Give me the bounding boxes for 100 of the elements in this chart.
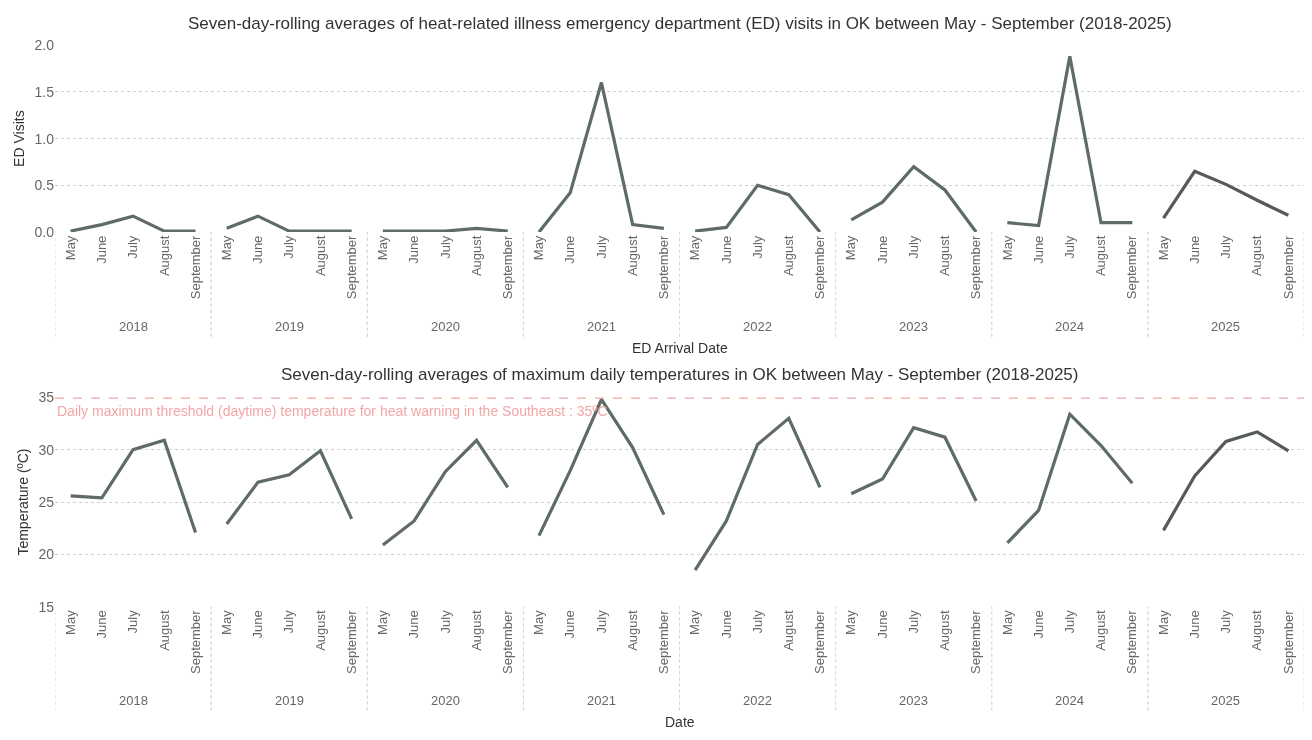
x-tick-label: July bbox=[749, 609, 765, 634]
line-series bbox=[1005, 412, 1134, 545]
x-tick-label: May bbox=[531, 235, 547, 261]
x-tick-label: August bbox=[1093, 235, 1109, 277]
x-tick-label: June bbox=[1186, 610, 1202, 639]
y-axis-title: Temperature (ºC) bbox=[15, 448, 32, 556]
y-tick-label: 0.0 bbox=[34, 223, 55, 240]
line-series bbox=[849, 426, 978, 503]
x-tick-label: September bbox=[812, 234, 828, 300]
line-series bbox=[225, 449, 354, 526]
x-tick-label: May bbox=[999, 235, 1015, 261]
x-tick-label: May bbox=[218, 235, 234, 261]
y-axis-title: ED Visits bbox=[11, 110, 28, 167]
x-tick-label: June bbox=[94, 610, 110, 639]
x-tick-label: June bbox=[406, 610, 422, 639]
x-axis-title: Date bbox=[665, 714, 695, 730]
x-tick-label: May bbox=[375, 235, 391, 261]
y-tick-label: 20 bbox=[38, 546, 55, 563]
x-tick-label: August bbox=[781, 609, 797, 651]
x-tick-label: May bbox=[531, 609, 547, 635]
y-tick-label: 2.0 bbox=[34, 37, 55, 54]
x-tick-label: May bbox=[375, 609, 391, 635]
x-tick-label: August bbox=[624, 235, 640, 277]
text: 2020 bbox=[431, 693, 460, 708]
y-tick-label: 1.5 bbox=[34, 83, 55, 100]
x-tick-label: August bbox=[468, 609, 484, 651]
x-tick-label: September bbox=[343, 609, 359, 674]
x-tick-label: September bbox=[1280, 609, 1296, 674]
x-tick-label: June bbox=[1030, 235, 1046, 264]
x-tick-label: June bbox=[718, 235, 734, 264]
x-tick-label: August bbox=[312, 609, 328, 651]
x-tick-label: September bbox=[1280, 234, 1296, 300]
x-tick-label: June bbox=[94, 235, 110, 264]
x-tick-label: May bbox=[62, 609, 78, 635]
x-tick-label: May bbox=[999, 609, 1015, 635]
x-tick-label: July bbox=[437, 235, 453, 259]
x-tick-label: June bbox=[562, 235, 578, 264]
x-tick-label: June bbox=[250, 235, 266, 264]
x-tick-label: May bbox=[1155, 609, 1171, 635]
x-tick-label: August bbox=[624, 609, 640, 651]
x-tick-label: September bbox=[187, 234, 203, 300]
x-tick-label: June bbox=[874, 610, 890, 639]
x-tick-label: May bbox=[687, 609, 703, 635]
x-tick-label: September bbox=[499, 234, 515, 300]
line-series bbox=[693, 416, 822, 572]
x-tick-label: June bbox=[250, 610, 266, 639]
x-tick-label: August bbox=[1249, 235, 1265, 277]
y-tick-label: 15 bbox=[38, 598, 55, 615]
x-tick-label: July bbox=[437, 609, 453, 634]
text: 2018 bbox=[119, 693, 148, 708]
x-tick-label: July bbox=[1218, 235, 1234, 259]
x-tick-label: August bbox=[312, 235, 328, 277]
x-tick-label: May bbox=[62, 235, 78, 261]
x-tick-label: June bbox=[562, 610, 578, 639]
x-tick-label: July bbox=[905, 609, 921, 634]
x-tick-label: September bbox=[343, 234, 359, 300]
y-tick-label: 1.0 bbox=[34, 130, 55, 147]
x-tick-label: July bbox=[125, 235, 141, 259]
x-tick-label: September bbox=[968, 609, 984, 674]
x-tick-label: September bbox=[1124, 234, 1140, 300]
x-tick-label: May bbox=[687, 235, 703, 261]
chart-title: Seven-day-rolling averages of maximum daily temperatures in OK between May - September (2018-2025) bbox=[281, 365, 1079, 384]
text: 2024 bbox=[1055, 693, 1084, 708]
text: 2025 bbox=[1211, 319, 1240, 334]
y-tick-label: 30 bbox=[38, 441, 55, 458]
x-tick-label: August bbox=[1093, 609, 1109, 651]
x-tick-label: August bbox=[1249, 609, 1265, 651]
text: 2022 bbox=[743, 693, 772, 708]
text: 2019 bbox=[275, 693, 304, 708]
x-tick-label: September bbox=[968, 234, 984, 300]
line-series bbox=[693, 183, 822, 233]
line-series bbox=[537, 80, 666, 233]
x-axis-title: ED Arrival Date bbox=[632, 340, 728, 356]
x-tick-label: May bbox=[843, 609, 859, 635]
text: 2020 bbox=[431, 319, 460, 334]
x-tick-label: September bbox=[499, 609, 515, 674]
x-tick-label: July bbox=[593, 609, 609, 634]
x-tick-label: August bbox=[156, 609, 172, 651]
line-series bbox=[381, 438, 510, 547]
text: 2021 bbox=[587, 693, 616, 708]
line-series bbox=[1161, 430, 1290, 532]
x-tick-label: May bbox=[843, 235, 859, 261]
x-tick-label: July bbox=[1062, 609, 1078, 634]
x-tick-label: September bbox=[812, 609, 828, 674]
x-tick-label: August bbox=[781, 235, 797, 277]
line-series bbox=[849, 165, 978, 233]
x-tick-label: June bbox=[874, 235, 890, 264]
text: 2021 bbox=[587, 319, 616, 334]
x-tick-label: July bbox=[125, 609, 141, 634]
text: 2023 bbox=[899, 693, 928, 708]
x-tick-label: June bbox=[406, 235, 422, 264]
text: 2022 bbox=[743, 319, 772, 334]
text: 2023 bbox=[899, 319, 928, 334]
x-tick-label: July bbox=[593, 235, 609, 259]
x-tick-label: September bbox=[656, 234, 672, 300]
x-tick-label: September bbox=[187, 609, 203, 674]
x-tick-label: May bbox=[218, 609, 234, 635]
x-tick-label: June bbox=[1186, 235, 1202, 264]
x-tick-label: June bbox=[1030, 610, 1046, 639]
x-tick-label: July bbox=[1218, 609, 1234, 634]
